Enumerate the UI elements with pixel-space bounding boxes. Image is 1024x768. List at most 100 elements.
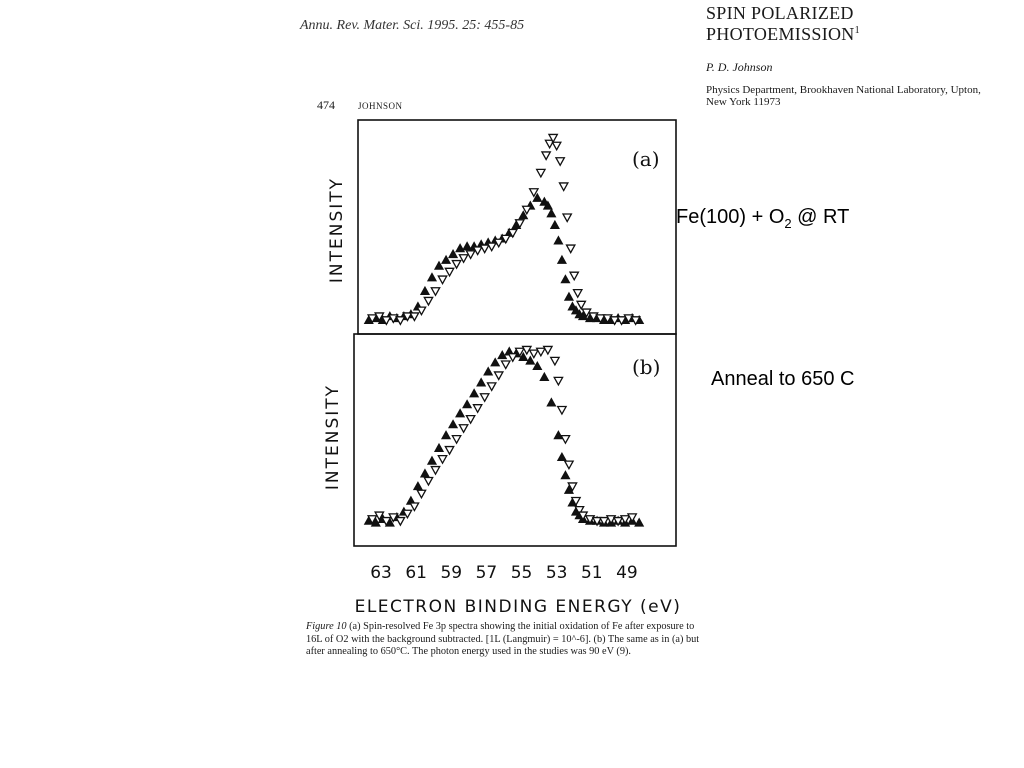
panel-a-triangle-up-point [455, 243, 466, 253]
panel-a-triangle-down-point [479, 244, 490, 254]
page-number: 474 [317, 98, 335, 112]
panel-a-triangle-down-point [616, 316, 627, 326]
panel-a-triangle-down-point [630, 316, 641, 326]
panel-b-triangle-up-point [546, 397, 557, 407]
affiliation-line-1: Physics Department, Brookhaven National … [706, 84, 981, 96]
affiliation-line-2: New York 11973 [706, 96, 781, 108]
article-title-line-2: PHOTOEMISSION1 [706, 24, 860, 45]
panel-b-triangle-down-point [486, 382, 497, 392]
panel-a-y-axis-label: INTENSITY [327, 177, 347, 283]
panel-a-triangle-down-point [565, 244, 577, 254]
panel-b-triangle-down-point [556, 405, 568, 416]
panel-b-triangle-down-point [458, 424, 469, 434]
panel-a-triangle-down-point [430, 287, 441, 297]
panel-a-triangle-up-point [560, 274, 571, 284]
panel-b-triangle-down-point [605, 515, 617, 525]
panel-b-triangle-up-point [370, 517, 381, 527]
panel-b-triangle-down-point [451, 434, 462, 445]
panel-b-triangle-down-point [381, 516, 392, 527]
panel-a-triangle-down-point [547, 133, 559, 144]
panel-a-triangle-down-point [416, 306, 427, 317]
panel-b-triangle-down-point [521, 345, 533, 356]
panel-b-triangle-down-point [500, 360, 512, 370]
panel-b-triangle-down-point [366, 515, 378, 525]
panel-b-triangle-down-point [570, 496, 582, 507]
panel-b-triangle-down-point [626, 513, 638, 523]
panel-b-triangle-up-point [448, 419, 459, 429]
panel-b-triangle-down-point [437, 455, 448, 465]
panel-a-triangle-down-point [451, 259, 462, 270]
panel-b-triangle-down-point [374, 511, 385, 521]
panel-a-triangle-up-point [553, 235, 564, 245]
panel-b-triangle-up-point [433, 442, 445, 452]
panel-b-triangle-down-point [549, 356, 561, 367]
panel-b-triangle-down-point [423, 476, 434, 487]
caption-figure-number: Figure 10 [306, 621, 347, 632]
panel-b-triangle-up-point [426, 455, 438, 465]
panel-a-triangle-down-point [402, 312, 413, 322]
x-tick-label: 53 [546, 563, 568, 583]
panel-a-triangle-down-point [500, 234, 512, 245]
panel-b-triangle-down-point [612, 516, 624, 527]
panel-a-triangle-down-point [507, 228, 519, 239]
annotation-a-text: Fe(100) + O [676, 206, 785, 228]
panel-b-triangle-down-point [567, 482, 578, 492]
panel-b-triangle-up-point [419, 468, 431, 478]
panel-b-triangle-up-point [412, 481, 423, 491]
panel-a-triangle-down-point [554, 157, 566, 167]
panel-b-triangle-up-point [539, 371, 550, 381]
panel-a-triangle-down-point [568, 271, 580, 282]
panel-a-triangle-down-point [465, 250, 476, 260]
article-title-line-1: SPIN POLARIZED [706, 3, 854, 23]
panel-a-triangle-down-point [486, 242, 497, 252]
panel-b-triangle-down-point [560, 434, 571, 445]
panel-b-triangle-down-point [577, 511, 589, 521]
panel-b-triangle-up-point [440, 430, 452, 440]
panel-b-triangle-down-point [479, 393, 490, 403]
panel-a-triangle-up-point [563, 291, 574, 301]
caption-text: (a) Spin-resolved Fe 3p spectra showing … [306, 621, 700, 658]
panel-b-triangle-down-point [465, 414, 476, 425]
panel-a-triangle-down-point [444, 267, 455, 278]
panel-a-triangle-up-point [532, 192, 543, 202]
panel-a-triangle-up-point [433, 260, 445, 270]
panel-a-triangle-down-point [528, 188, 540, 198]
x-tick-label: 51 [581, 563, 603, 583]
panel-a-triangle-down-point [595, 314, 606, 324]
x-tick-label: 55 [511, 563, 533, 583]
panel-b-triangle-down-point [563, 460, 575, 471]
panel-b-triangle-up-point [560, 470, 571, 480]
panel-a-triangle-down-point [540, 151, 552, 161]
panel-b-triangle-up-point [490, 357, 501, 367]
panel-a-triangle-down-point [514, 219, 526, 229]
panel-a-triangle-up-point [556, 254, 567, 264]
panel-b-triangle-down-point [430, 465, 441, 476]
panel-a-triangle-down-point [575, 300, 587, 311]
panel-b-triangle-down-point [591, 516, 603, 527]
panel-a-triangle-up-point [518, 210, 529, 220]
panel-a-triangle-up-point [462, 241, 473, 251]
panel-b-triangle-down-point [444, 445, 455, 456]
annotation-a-subscript: 2 [784, 216, 792, 231]
panel-b-frame [353, 333, 677, 547]
panel-b-triangle-down-point [493, 371, 505, 381]
panel-a-triangle-up-point [419, 285, 431, 295]
panel-a-label: (a) [632, 147, 660, 171]
x-axis-label: ELECTRON BINDING ENERGY (eV) [355, 597, 682, 617]
panel-b-label: (b) [632, 355, 660, 379]
annotation-panel-a: Fe(100) + O2 @ RT [676, 206, 849, 231]
annotation-panel-b: Anneal to 650 C [711, 368, 855, 390]
panel-b-triangle-down-point [395, 516, 406, 527]
panel-b-triangle-down-point [542, 345, 554, 356]
panel-a-triangle-down-point [423, 296, 434, 307]
title-footnote-mark: 1 [854, 25, 860, 36]
panel-a-triangle-down-point [366, 314, 378, 324]
panel-b-triangle-down-point [388, 513, 399, 523]
panel-b-triangle-up-point [563, 484, 574, 494]
panel-a-triangle-down-point [521, 205, 533, 216]
panel-b-triangle-down-point [472, 404, 483, 414]
panel-a-triangle-up-point [577, 311, 589, 321]
panel-b-triangle-up-point [556, 451, 567, 462]
panel-a-triangle-down-point [381, 316, 392, 326]
panel-a-triangle-down-point [558, 182, 569, 192]
